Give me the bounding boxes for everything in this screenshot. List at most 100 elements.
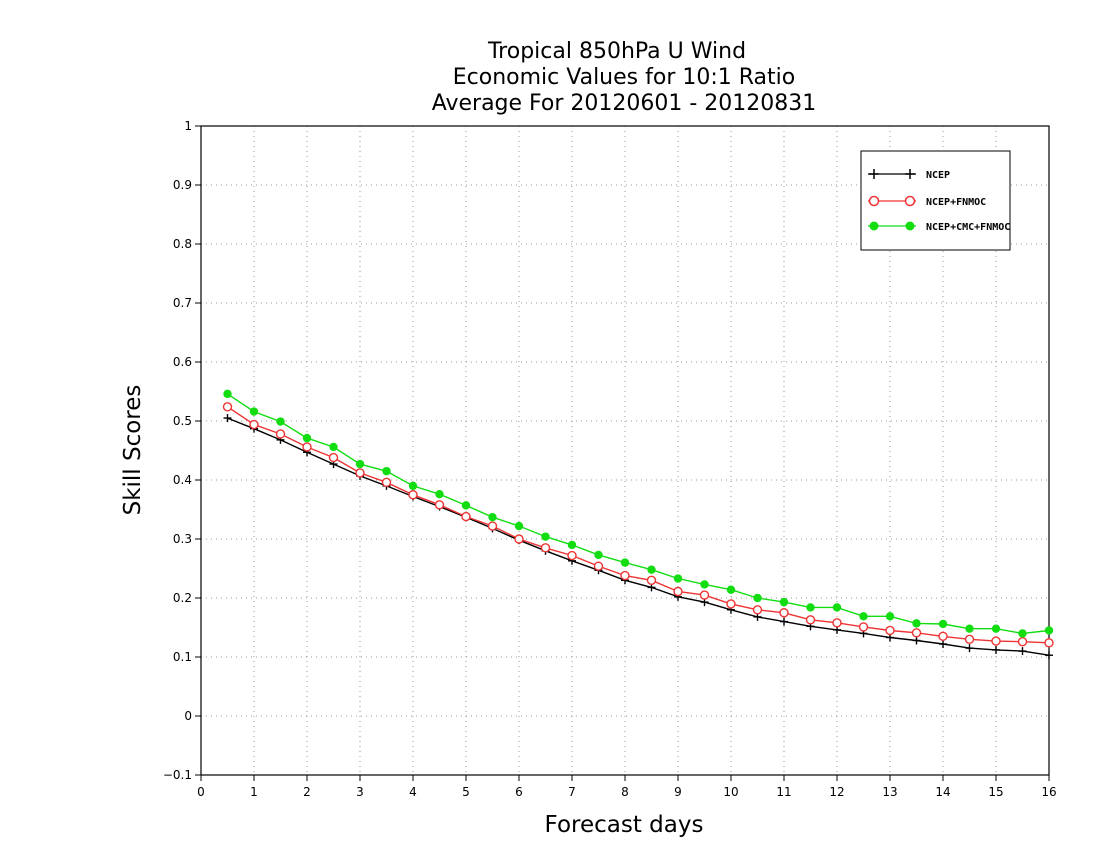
data-point [567,540,577,550]
data-point [1044,638,1054,648]
data-point [805,615,816,625]
x-tick-label: 7 [568,785,576,799]
x-tick-label: 9 [674,785,682,799]
data-point [514,521,524,531]
series-2 [222,402,1054,648]
y-tick-label: 0.1 [173,650,192,664]
data-point [991,624,1001,633]
data-point [753,593,762,603]
series-line [227,406,1050,644]
data-point [647,565,656,574]
y-tick-label: 0.5 [173,414,192,428]
data-point [223,414,232,423]
data-point [992,645,1000,654]
y-tick-label: 0.6 [173,355,192,369]
data-point [408,490,418,500]
x-tick-label: 14 [935,785,950,799]
legend-box [860,150,1011,251]
chart-title: Tropical 850hPa U Wind Economic Values f… [432,39,817,116]
data-point [567,550,577,561]
legend-label-ncep-cmc-fnmoc: NCEP+CMC+FNMOC [926,222,1010,233]
data-point [885,612,895,621]
data-point [594,550,603,560]
y-tick-label: −0.1 [163,768,192,782]
data-point [1018,647,1027,656]
series-line [227,417,1050,656]
x-tick-label: 16 [1041,785,1056,799]
data-point [991,636,1001,646]
data-point [223,389,232,399]
x-tick-label: 13 [882,785,897,799]
y-tick-label: 0.4 [173,473,192,487]
legend-marker-ncep-cmc-fnmoc-1 [869,221,879,231]
data-point [1044,626,1054,635]
data-point [461,511,471,522]
y-tick-label: 1 [184,119,192,133]
data-point [673,574,683,583]
data-point [434,500,445,510]
data-point [912,636,921,645]
legend-label-ncep: NCEP [926,170,950,181]
data-point [832,603,842,612]
data-point [593,561,604,571]
data-point [859,612,868,621]
data-point [355,459,365,469]
data-point [514,534,524,544]
x-tick-label: 3 [356,785,364,799]
y-tick-label: 0.2 [173,591,192,605]
data-point [780,617,788,626]
data-point [1045,651,1053,660]
legend-marker-ncep-fnmoc-2 [904,195,916,207]
y-axis-label: Skill Scores [120,385,146,516]
series-line [227,393,1050,635]
x-tick-label: 5 [462,785,470,799]
data-point [912,619,921,628]
x-tick-label: 8 [621,785,629,799]
y-tick-label: 0.3 [173,532,192,546]
legend: NCEP NCEP+FNMOC NCEP+CMC+FNMOC [860,150,1011,251]
data-point [222,402,233,412]
data-point [752,605,763,615]
grid-lines [201,126,1049,775]
y-tick-label: 0.7 [173,296,192,310]
data-point [302,433,312,443]
x-axis: 0 1 2 3 4 5 6 7 8 9 10 11 12 13 14 15 16 [197,775,1057,799]
legend-marker-ncep [869,169,915,179]
data-point [302,442,312,452]
data-point [328,452,339,463]
chart-title-line-1: Tropical 850hPa U Wind [487,39,746,64]
legend-label-ncep-fnmoc: NCEP+FNMOC [926,197,986,208]
y-tick-label: 0.8 [173,237,192,251]
data-point [541,532,550,541]
x-axis-label: Forecast days [545,812,704,838]
data-point [461,501,471,510]
x-tick-label: 4 [409,785,417,799]
data-point [726,585,736,594]
data-point [329,442,338,452]
y-tick-label: 0 [184,709,192,723]
data-point [620,558,630,567]
x-tick-label: 11 [776,785,791,799]
data-point [1017,636,1028,647]
data-point [806,603,815,612]
data-point [964,634,975,644]
data-point [1018,629,1027,638]
data-point [779,608,789,618]
chart-title-line-3: Average For 20120601 - 20120831 [432,91,817,116]
data-point [249,407,259,416]
x-tick-label: 6 [515,785,523,799]
data-point [355,468,365,478]
legend-marker-ncep-fnmoc-1 [868,195,880,207]
data-point [779,597,789,607]
data-point [646,575,657,585]
x-tick-label: 0 [197,785,205,799]
data-point [938,619,948,629]
series-group [222,389,1054,660]
data-point [487,521,498,531]
data-point [699,590,710,600]
data-point [858,622,869,632]
data-point [488,512,497,522]
data-point [832,618,842,628]
series-3 [223,389,1054,638]
